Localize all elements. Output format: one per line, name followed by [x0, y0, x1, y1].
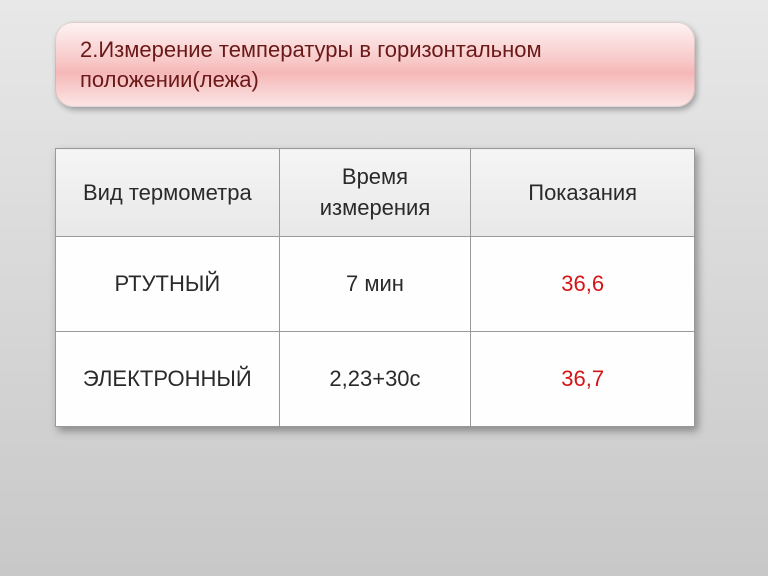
- cell-thermometer: РТУТНЫЙ: [56, 237, 280, 332]
- header-reading: Показания: [471, 149, 695, 237]
- title-text: 2.Измерение температуры в горизонтальном…: [80, 35, 670, 94]
- cell-time: 2,23+30с: [279, 332, 471, 427]
- measurement-table-container: Вид термометра Время измерения Показания…: [55, 148, 695, 427]
- table-row: ЭЛЕКТРОННЫЙ 2,23+30с 36,7: [56, 332, 695, 427]
- table-header-row: Вид термометра Время измерения Показания: [56, 149, 695, 237]
- cell-reading: 36,7: [471, 332, 695, 427]
- table-row: РТУТНЫЙ 7 мин 36,6: [56, 237, 695, 332]
- header-measurement-time: Время измерения: [279, 149, 471, 237]
- cell-time: 7 мин: [279, 237, 471, 332]
- header-thermometer-type: Вид термометра: [56, 149, 280, 237]
- measurement-table: Вид термометра Время измерения Показания…: [55, 148, 695, 427]
- title-banner: 2.Измерение температуры в горизонтальном…: [55, 22, 695, 107]
- cell-thermometer: ЭЛЕКТРОННЫЙ: [56, 332, 280, 427]
- cell-reading: 36,6: [471, 237, 695, 332]
